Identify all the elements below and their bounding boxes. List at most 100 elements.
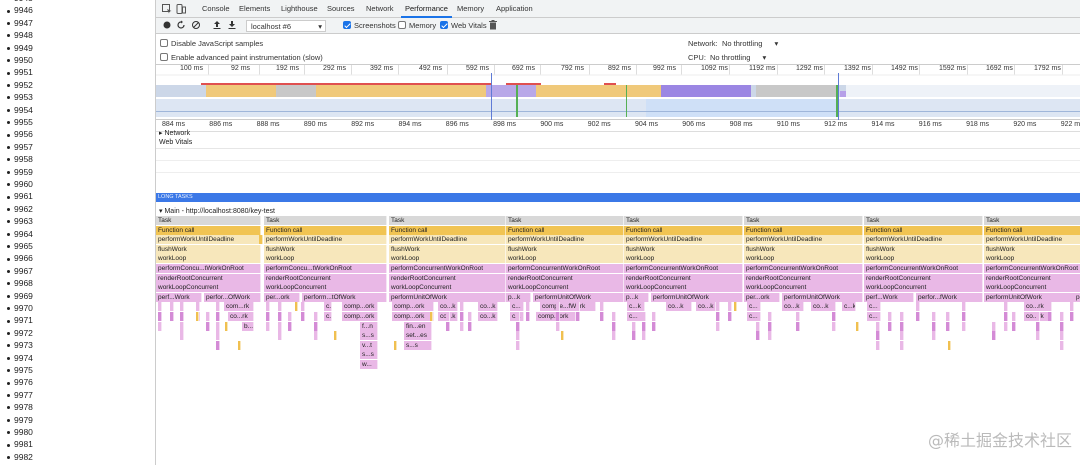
tab-lighthouse[interactable]: Lighthouse xyxy=(281,4,318,13)
flame-block[interactable]: co...k xyxy=(478,302,498,312)
flame-block-small[interactable] xyxy=(612,331,616,341)
work-loop-block[interactable]: workLoop xyxy=(864,254,983,264)
flame-block-small[interactable] xyxy=(1070,312,1074,321)
flame-block-small[interactable] xyxy=(888,321,892,331)
disable-js-samples-checkbox[interactable]: Disable JavaScript samples xyxy=(160,38,263,50)
flame-block-small[interactable] xyxy=(460,302,464,312)
flame-block-small[interactable] xyxy=(314,331,318,341)
render-root-concurrent-block[interactable]: renderRootConcurrent xyxy=(744,273,863,283)
flame-block-small[interactable] xyxy=(962,312,966,321)
flame-block-small[interactable] xyxy=(460,321,464,331)
timeline-overview[interactable]: 100 ms 92 ms 192 ms 292 ms 392 ms 492 ms 592 m… xyxy=(156,65,1080,120)
perform-unit-of-work-block[interactable]: per...ork xyxy=(264,292,300,302)
flame-block-small[interactable] xyxy=(900,312,904,321)
perform-unit-of-work-block[interactable]: performUnitOfWork xyxy=(389,292,506,302)
flush-work-block[interactable]: flushWork xyxy=(744,244,863,254)
flame-block-small[interactable] xyxy=(278,302,282,312)
perform-work-until-deadline-block[interactable]: performWorkUntilDeadline xyxy=(624,235,743,245)
flame-block-small[interactable] xyxy=(642,331,646,341)
work-loop-concurrent-block[interactable]: workLoopConcurrent xyxy=(984,283,1080,293)
profile-select[interactable]: localhost #6 ▾ xyxy=(246,20,326,32)
flame-block-small[interactable] xyxy=(992,321,996,331)
flush-work-block[interactable]: flushWork xyxy=(864,244,983,254)
inspect-element-icon[interactable] xyxy=(162,4,172,14)
flame-block-small[interactable] xyxy=(1036,321,1040,331)
flame-block-small[interactable] xyxy=(876,321,880,331)
flame-block[interactable]: w... xyxy=(360,360,378,369)
flame-block-small[interactable] xyxy=(216,340,220,350)
flame-block[interactable]: comple...fWork xyxy=(540,302,596,312)
flame-block-small[interactable] xyxy=(716,321,720,331)
flame-block-small[interactable] xyxy=(216,331,220,341)
flame-block-small[interactable] xyxy=(796,312,800,321)
perform-concurrent-work-on-root-block[interactable]: performConcurrentWorkOnRoot xyxy=(744,264,863,273)
flame-block-small[interactable] xyxy=(1012,312,1016,321)
perform-unit-of-work-block[interactable]: p...k xyxy=(506,292,531,302)
flame-block-small[interactable] xyxy=(460,312,464,321)
perform-unit-of-work-block[interactable]: performUnitOfWork xyxy=(782,292,863,302)
flame-block-small[interactable] xyxy=(266,312,270,321)
flame-block-small[interactable] xyxy=(516,340,520,350)
perform-concurrent-work-on-root-block[interactable]: performConcurrentWorkOnRoot xyxy=(984,264,1080,273)
flame-block-small[interactable] xyxy=(1048,302,1052,312)
flame-block-small[interactable] xyxy=(716,302,720,312)
work-loop-block[interactable]: workLoop xyxy=(624,254,743,264)
flame-block[interactable]: performUnitOfWork xyxy=(1074,292,1080,302)
flame-block-small[interactable] xyxy=(832,302,836,312)
work-loop-block[interactable]: workLoop xyxy=(264,254,387,264)
clear-icon[interactable] xyxy=(191,20,201,32)
flame-block-small[interactable] xyxy=(180,312,184,321)
function-call-block[interactable]: Function call xyxy=(389,225,506,235)
perform-concurrent-work-on-root-block[interactable]: performConcu...tWorkOnRoot xyxy=(156,264,261,273)
flame-block-small[interactable] xyxy=(888,312,892,321)
flame-block-small[interactable] xyxy=(856,321,859,331)
perform-unit-of-work-block[interactable]: perform...tOfWork xyxy=(302,292,387,302)
network-track-header[interactable]: ▸ Network xyxy=(156,129,1080,137)
flame-block-small[interactable] xyxy=(632,331,636,341)
perform-work-until-deadline-block[interactable]: performWorkUntilDeadline xyxy=(156,235,261,245)
perform-unit-of-work-block[interactable]: performUnitOfWork xyxy=(533,292,624,302)
perform-unit-of-work-block[interactable]: performUnitOfWork xyxy=(651,292,743,302)
save-profile-icon[interactable] xyxy=(227,20,237,32)
flame-block-small[interactable] xyxy=(288,321,292,331)
flame-block-small[interactable] xyxy=(158,321,162,331)
flame-block-small[interactable] xyxy=(216,302,220,312)
work-loop-block[interactable]: workLoop xyxy=(156,254,261,264)
memory-checkbox[interactable]: Memory xyxy=(398,20,436,32)
perform-unit-of-work-block[interactable]: p...k xyxy=(624,292,649,302)
flame-block-small[interactable] xyxy=(180,302,184,312)
task-block[interactable]: Task xyxy=(864,216,983,225)
flame-block-small[interactable] xyxy=(446,312,450,321)
perform-work-until-deadline-block[interactable]: performWorkUntilDeadline xyxy=(389,235,506,245)
flame-block-small[interactable] xyxy=(948,340,951,350)
function-call-block[interactable]: Function call xyxy=(506,225,624,235)
perform-work-until-deadline-block[interactable]: performWorkUntilDeadline xyxy=(744,235,863,245)
function-call-block[interactable]: Function call xyxy=(624,225,743,235)
render-root-concurrent-block[interactable]: renderRootConcurrent xyxy=(156,273,261,283)
perform-work-until-deadline-block[interactable]: performWorkUntilDeadline xyxy=(984,235,1080,245)
work-loop-block[interactable]: workLoop xyxy=(506,254,624,264)
flame-block[interactable]: co...k xyxy=(696,302,716,312)
flame-block-small[interactable] xyxy=(932,331,936,341)
flush-work-block[interactable]: flushWork xyxy=(264,244,387,254)
flame-block-small[interactable] xyxy=(334,331,337,341)
function-call-block[interactable]: Function call xyxy=(744,225,863,235)
flame-block-small[interactable] xyxy=(301,312,305,321)
tab-performance[interactable]: Performance xyxy=(401,0,452,18)
flame-block-small[interactable] xyxy=(468,321,472,331)
flame-block[interactable]: c...k xyxy=(627,302,645,312)
flame-block[interactable]: comp...ork xyxy=(392,302,434,312)
flame-block[interactable]: co...k xyxy=(478,312,498,321)
perform-unit-of-work-block[interactable]: perf...Work xyxy=(864,292,914,302)
flame-block-small[interactable] xyxy=(600,302,604,312)
flame-block-small[interactable] xyxy=(206,312,210,321)
flame-block-small[interactable] xyxy=(158,312,162,321)
flame-block-small[interactable] xyxy=(642,312,646,321)
tab-elements[interactable]: Elements xyxy=(239,4,271,13)
perform-concurrent-work-on-root-block[interactable]: performConcurrentWorkOnRoot xyxy=(624,264,743,273)
flame-block-small[interactable] xyxy=(876,331,880,341)
flame-block-small[interactable] xyxy=(516,331,520,341)
perform-unit-of-work-block[interactable]: perf...Work xyxy=(156,292,202,302)
flame-block[interactable]: s...s xyxy=(404,340,432,350)
perform-concurrent-work-on-root-block[interactable]: performConcurrentWorkOnRoot xyxy=(389,264,506,273)
